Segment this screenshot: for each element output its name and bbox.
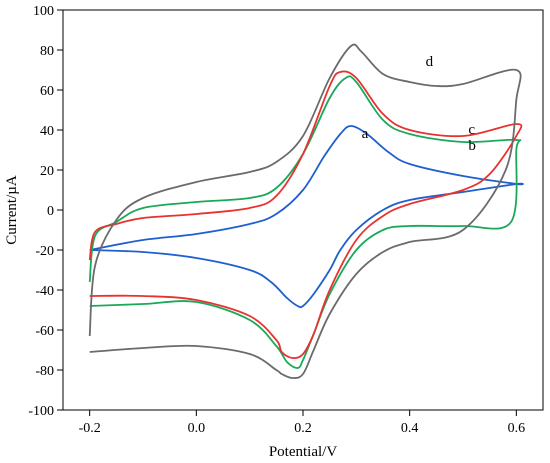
y-tick-label: -100 (28, 404, 54, 419)
x-tick-label: 0.4 (401, 421, 419, 436)
x-tick-label: 0.6 (508, 421, 526, 436)
series-d-label: d (426, 54, 434, 70)
y-tick-label: -80 (35, 364, 54, 379)
x-axis-title: Potential/V (269, 444, 337, 460)
y-tick-label: 100 (33, 4, 54, 19)
y-tick-label: -20 (35, 244, 54, 259)
y-tick-label: 60 (40, 84, 54, 99)
y-axis: -100 -80 -60 -40 -20 0 20 40 60 80 100 (28, 4, 63, 419)
x-tick-label: 0.0 (188, 421, 206, 436)
series-b-curve (88, 75, 522, 369)
series-c-curve (88, 70, 523, 359)
y-tick-label: 40 (40, 124, 54, 139)
series-labels: a bc d (362, 54, 476, 154)
y-tick-label: 20 (40, 164, 54, 179)
y-tick-label: 80 (40, 44, 54, 59)
series-a-curve (89, 125, 524, 309)
series-d-curve (88, 43, 522, 379)
y-tick-label: 0 (47, 204, 54, 219)
y-tick-label: -40 (35, 284, 54, 299)
series-a-label: a (362, 126, 369, 142)
curves-layer (88, 43, 524, 379)
series-c-label: c (468, 122, 475, 138)
series-b-label: b (468, 138, 476, 154)
x-tick-label: 0.2 (294, 421, 312, 436)
x-tick-label: -0.2 (79, 421, 101, 436)
y-axis-title: Current/µA (4, 175, 20, 245)
x-axis: -0.2 0.0 0.2 0.4 0.6 (79, 410, 526, 436)
y-tick-label: -60 (35, 324, 54, 339)
